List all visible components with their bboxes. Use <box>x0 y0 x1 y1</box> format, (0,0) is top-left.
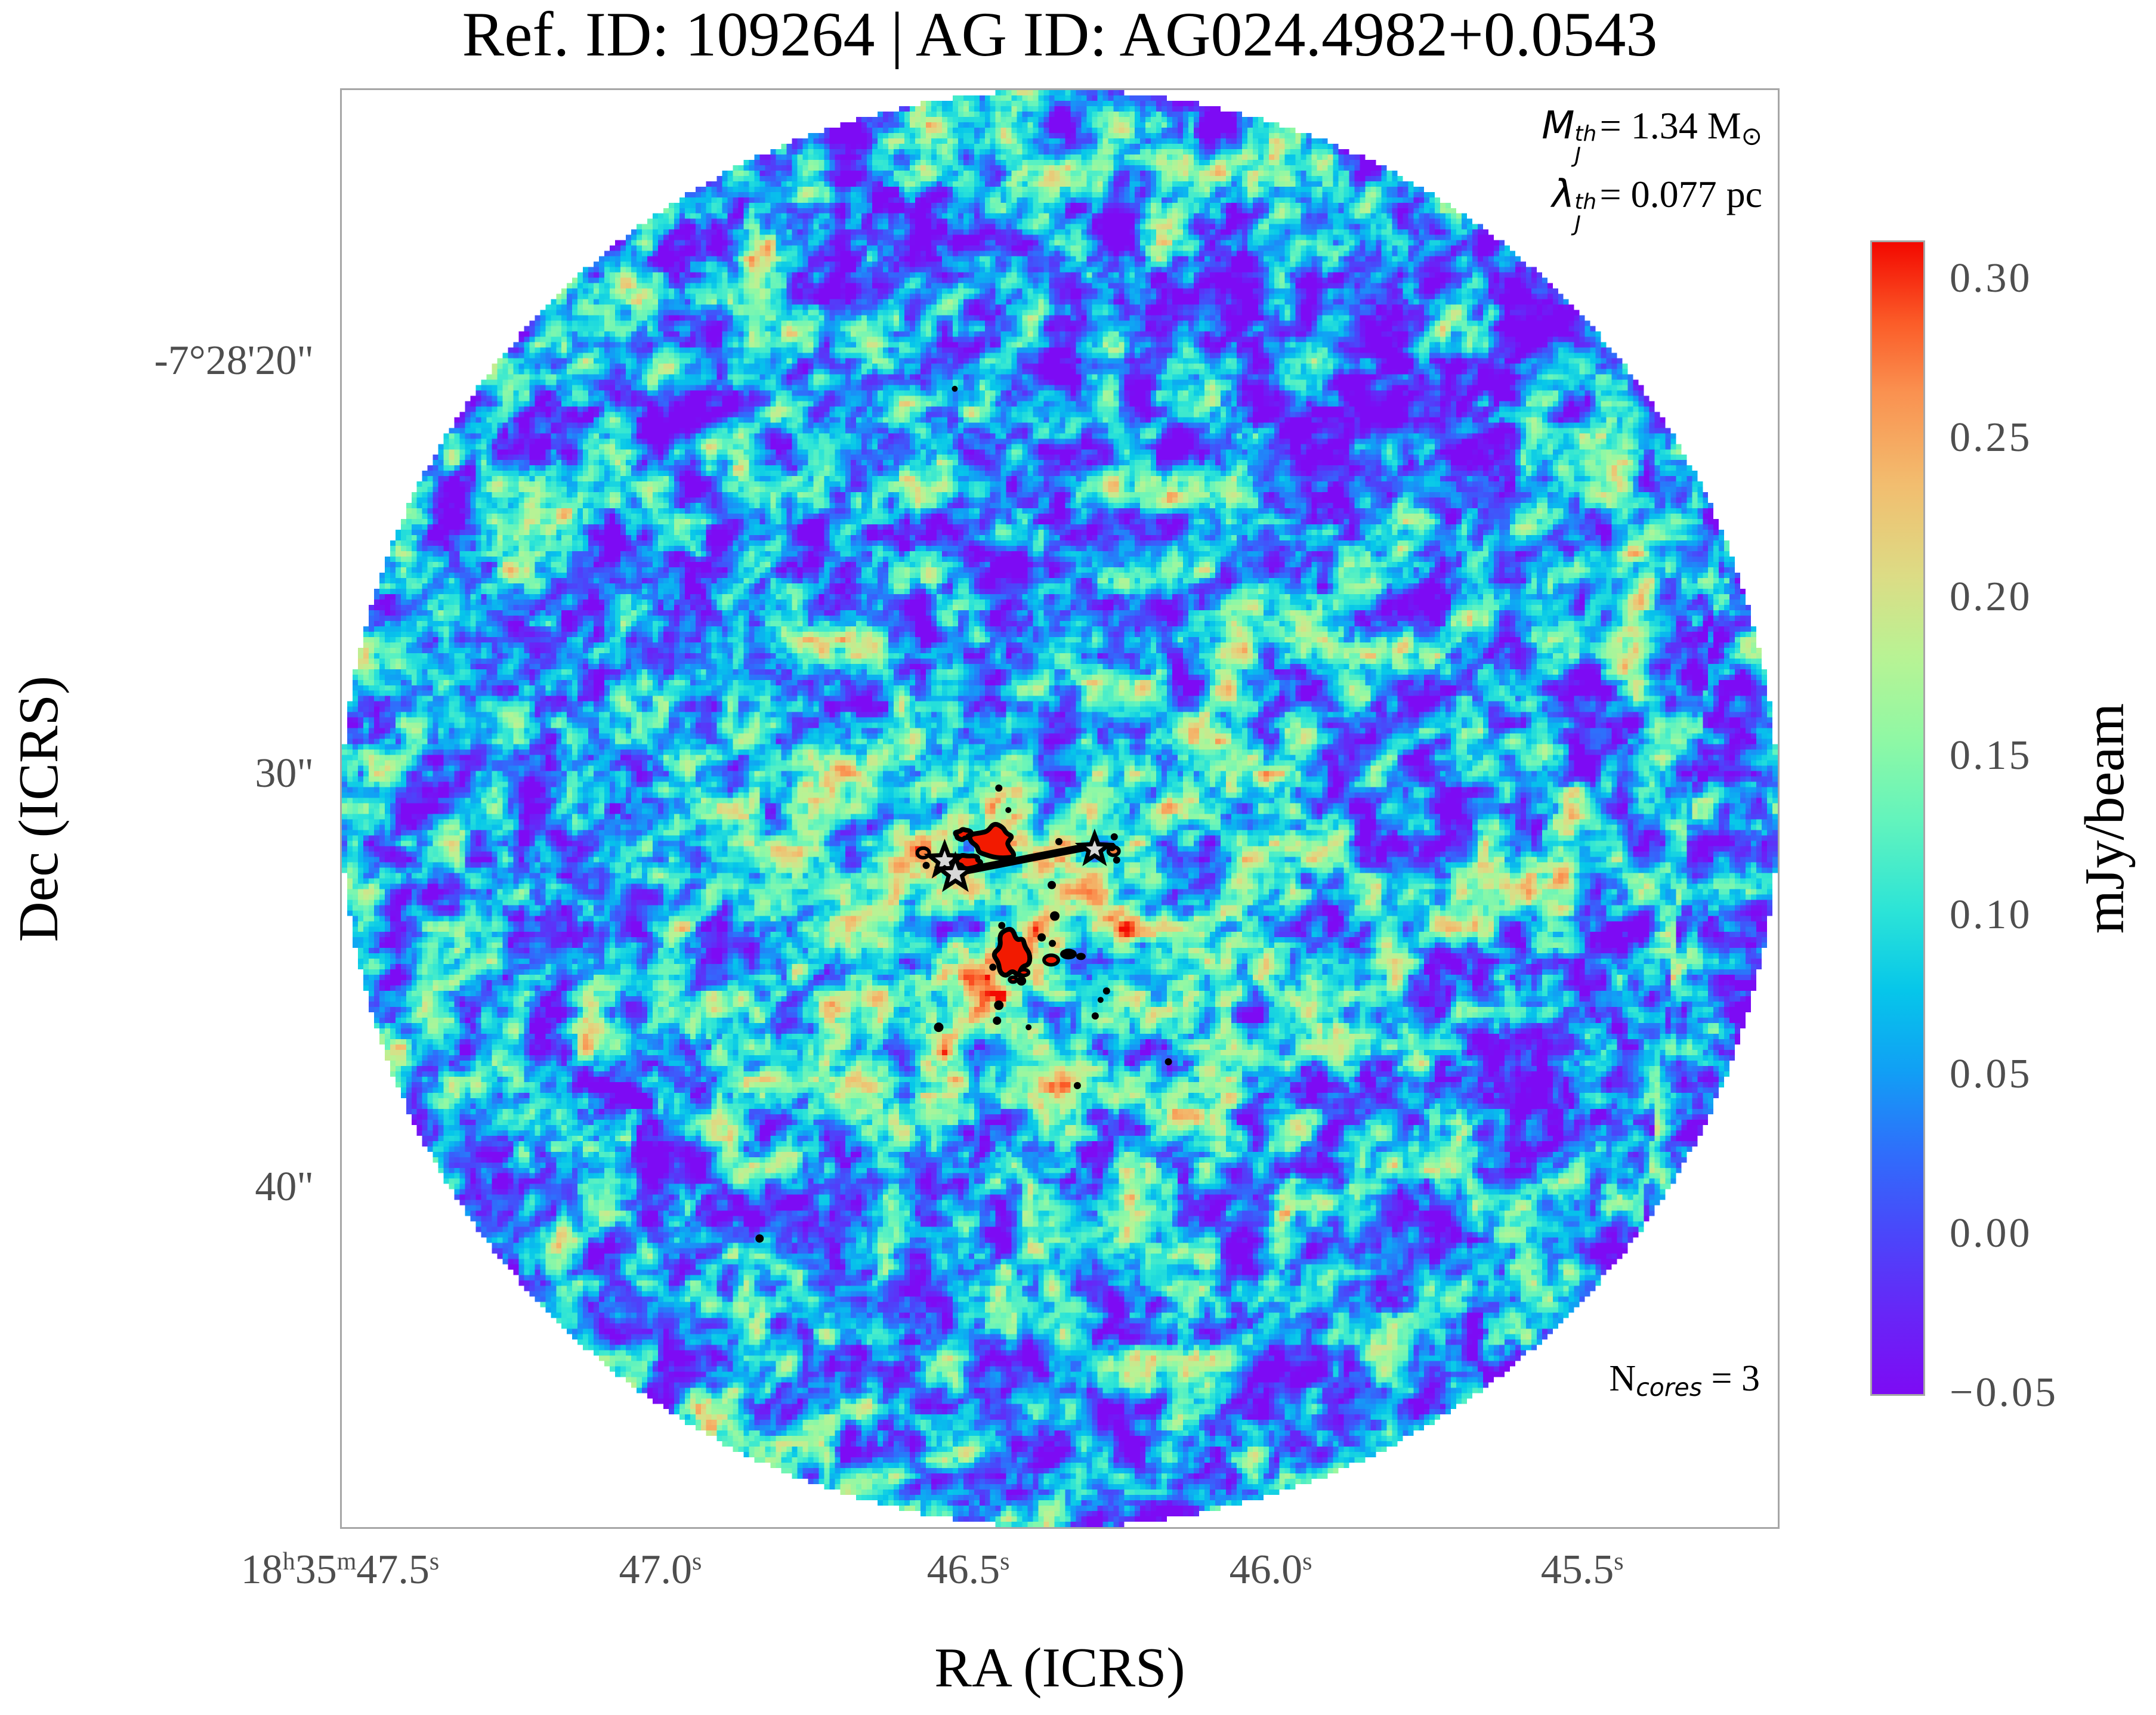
colorbar-tick-label: 0.05 <box>1950 1051 2033 1098</box>
contour-dot <box>1050 911 1060 921</box>
colorbar-tick-label: −0.05 <box>1950 1369 2058 1416</box>
lambda-value: = 0.077 pc <box>1599 172 1763 215</box>
figure-title: Ref. ID: 109264 | AG ID: AG024.4982+0.05… <box>462 0 1658 69</box>
mass-symbol: M <box>1542 104 1575 148</box>
contour-dots <box>755 385 1172 1243</box>
red-knot-contour <box>1017 968 1031 978</box>
contour-dot <box>1048 880 1057 889</box>
contour-dot <box>1091 1012 1099 1020</box>
contour-dot <box>1165 1058 1172 1065</box>
contour-dot <box>989 963 997 971</box>
contour-dot <box>1102 987 1110 995</box>
contour-dot <box>1110 833 1118 840</box>
jeans-length-annotation: λ th J = 0.077 pc <box>1542 167 1762 236</box>
star-marker <box>1074 828 1115 867</box>
mass-supsub: th J <box>1574 121 1597 168</box>
contour-dot <box>993 1016 1002 1025</box>
x-tick-label: 46.0s <box>1229 1547 1312 1593</box>
colorbar-tick-label: 0.25 <box>1950 414 2033 461</box>
contour-dot <box>1037 933 1046 942</box>
black-contour-blob <box>1060 948 1077 960</box>
mass-value: = 1.34 M <box>1599 104 1741 147</box>
core-separation-line <box>961 843 1088 876</box>
ncores-annotation: Ncores = 3 <box>1609 1358 1760 1402</box>
core-red-contours <box>915 821 1121 984</box>
colorbar <box>1870 240 1925 1396</box>
colorbar-tick-label: 0.15 <box>1950 733 2033 779</box>
contour-dot <box>1073 1081 1081 1089</box>
colorbar-tick-label: 0.20 <box>1950 573 2033 620</box>
contour-dot <box>1026 1024 1032 1031</box>
contour-dot <box>1055 838 1062 845</box>
red-knot-contour <box>1008 975 1019 984</box>
contour-dot <box>922 861 930 869</box>
y-tick-label: 30" <box>255 750 314 797</box>
x-tick-label: 45.5s <box>1540 1547 1624 1593</box>
contour-dot <box>952 385 958 392</box>
x-tick-labels: 18h35m47.5s 47.0s 46.5s 46.0s 45.5s <box>241 1546 1780 1642</box>
contour-dot <box>995 784 1003 792</box>
contour-dot <box>998 922 1006 929</box>
colorbar-tick-label: 0.10 <box>1950 892 2033 938</box>
y-tick-label: 40" <box>255 1163 314 1210</box>
x-tick-label: 47.0s <box>619 1547 702 1593</box>
sun-symbol: ⊙ <box>1741 121 1762 151</box>
dense-core-contour <box>991 926 1033 978</box>
contour-dot <box>1113 856 1120 864</box>
star-markers <box>923 828 1115 892</box>
contour-dot <box>1005 807 1012 813</box>
contour-dot <box>1049 940 1057 947</box>
colorbar-tick-label: 0.30 <box>1950 255 2033 302</box>
contour-dot <box>1097 997 1104 1003</box>
star-marker <box>934 851 977 892</box>
marker-overlay <box>755 385 1172 1243</box>
contour-dot <box>994 1000 1004 1011</box>
lambda-symbol: λ <box>1552 172 1575 217</box>
lambda-supsub: th J <box>1574 190 1597 236</box>
y-tick-label: -7°28'20" <box>154 337 314 384</box>
x-tick-label: 18h35m47.5s <box>240 1547 440 1593</box>
colorbar-label-wrap: mJy/beam <box>2050 240 2156 1396</box>
black-contour-blob <box>1076 953 1086 960</box>
colorbar-tick-labels: 0.30 0.25 0.20 0.15 0.10 0.05 0.00 −0.05 <box>1950 240 2156 1416</box>
dense-core-contour <box>967 821 1017 861</box>
noise-heatmap-canvas <box>342 90 1778 1527</box>
ncores-value: = 3 <box>1702 1358 1760 1399</box>
red-knot-contour <box>1042 953 1060 967</box>
contour-dot <box>755 1234 764 1243</box>
contour-dot <box>934 1022 944 1033</box>
dense-core-contour <box>953 827 974 842</box>
ncores-symbol: N <box>1609 1358 1636 1399</box>
colorbar-label: mJy/beam <box>2074 703 2136 934</box>
ncores-subscript: cores <box>1636 1373 1703 1402</box>
y-tick-labels: -7°28'20" 30" 40" <box>0 88 327 1529</box>
x-axis-label: RA (ICRS) <box>934 1637 1185 1699</box>
contour-dot <box>1017 976 1027 986</box>
x-tick-label: 46.5s <box>926 1547 1010 1593</box>
colorbar-tick-label: 0.00 <box>1950 1210 2033 1256</box>
